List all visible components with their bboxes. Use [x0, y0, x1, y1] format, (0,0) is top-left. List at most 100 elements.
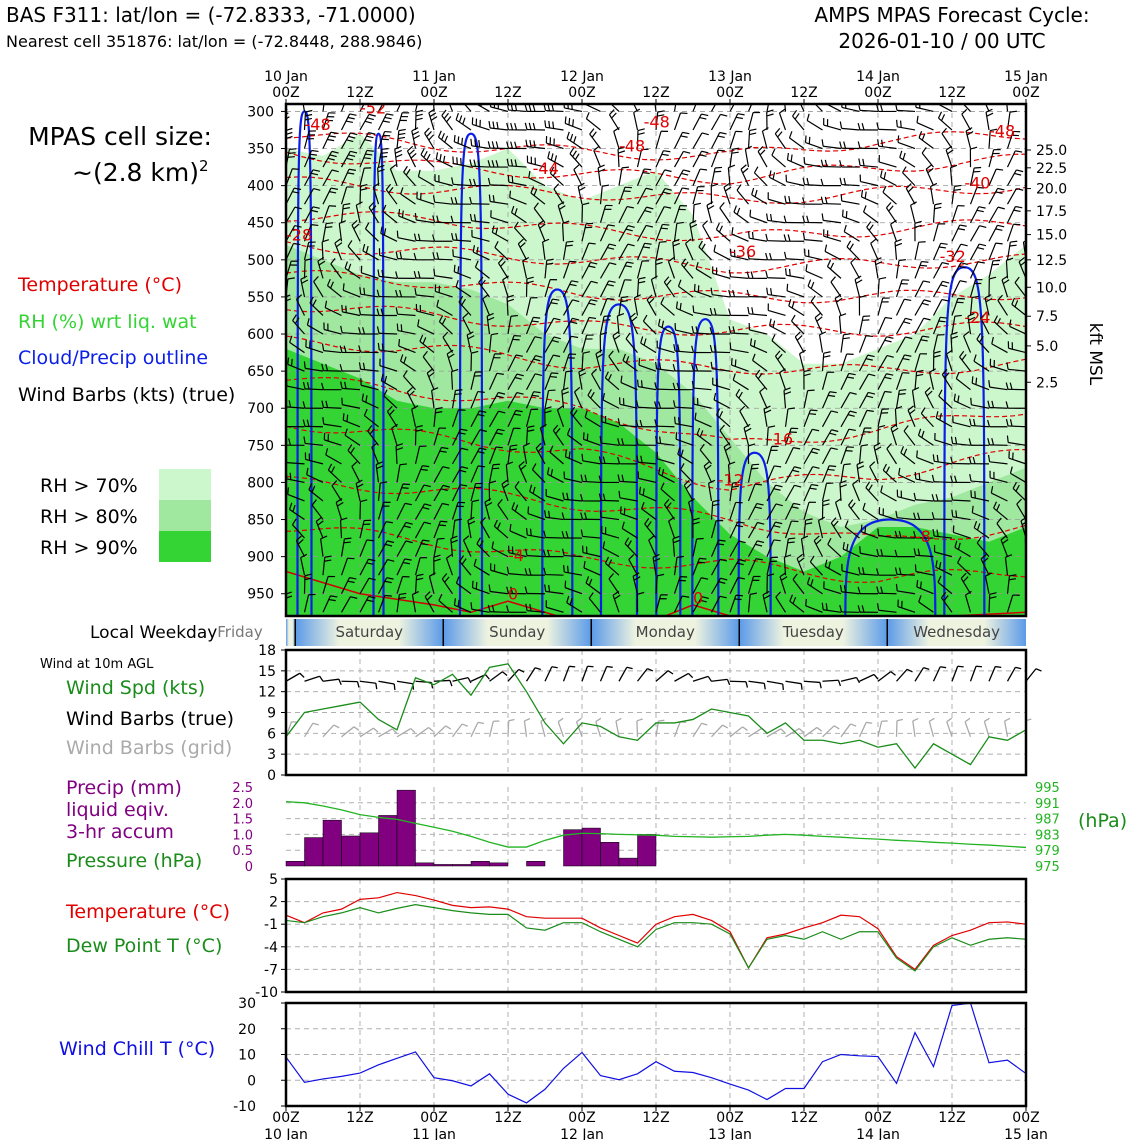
- wind-barb-flag: [997, 294, 1003, 301]
- wind-barb-staff: [762, 594, 768, 613]
- wind-barb-flag: [589, 128, 595, 135]
- wind-barb-staff: [969, 297, 973, 316]
- wind-barb-flag: [486, 312, 494, 317]
- wind-barb: [629, 312, 639, 335]
- wind-barb: [270, 457, 287, 464]
- wind-barb-staff: [713, 399, 731, 409]
- wind-barb-flag: [736, 207, 741, 215]
- wind-barb-flag: [1034, 133, 1041, 134]
- wind-barb-staff: [359, 186, 362, 205]
- wind-barb-flag: [399, 289, 403, 297]
- wind-barb-staff: [841, 570, 860, 576]
- wind-barb-flag: [779, 368, 786, 374]
- wind-barb-flag: [699, 599, 707, 603]
- wind-barb-flag: [759, 149, 766, 156]
- wind-barb-flag: [905, 336, 913, 340]
- wind-barb-flag: [271, 418, 272, 425]
- wind-barb: [799, 104, 805, 112]
- local-weekday-label: Local Weekday: [90, 623, 217, 643]
- wind-barb-flag: [376, 465, 384, 470]
- wind-barb: [898, 467, 916, 483]
- wind-barb: [951, 243, 968, 261]
- wind-barb: [525, 316, 541, 335]
- wind-barb-staff: [1008, 441, 1026, 446]
- wind-barb: [368, 201, 380, 224]
- weekday-cell: [739, 619, 888, 646]
- wind-barb-staff: [951, 205, 959, 223]
- wind-barb-flag: [805, 522, 813, 525]
- wind-barb-staff: [692, 104, 697, 112]
- wind-barb-staff: [494, 247, 509, 261]
- wind-barb: [766, 109, 774, 130]
- wind-barb: [991, 336, 1008, 354]
- wind-barb-staff: [803, 484, 812, 502]
- wind-barb-flag: [330, 466, 336, 474]
- wind-barb-flag: [289, 335, 293, 343]
- wind-barb: [585, 112, 601, 131]
- wind-barb: [358, 345, 379, 354]
- wind-barb: [488, 463, 501, 483]
- wind-barb: [805, 598, 823, 613]
- wind-barb-staff: [633, 297, 639, 316]
- wind-barb: [748, 322, 768, 335]
- wind-barb-flag: [524, 586, 528, 594]
- wind-barb-flag: [683, 261, 689, 268]
- wind-barb-staff: [359, 104, 365, 112]
- pressure-ytick-label: 979: [1035, 844, 1060, 859]
- wind-barb: [612, 331, 621, 353]
- wind-barb-staff: [769, 325, 786, 335]
- wind-barb-flag: [617, 456, 621, 464]
- wind-barb: [969, 243, 987, 261]
- surface-barb-flag: [524, 717, 531, 722]
- wind-barb-flag: [584, 512, 588, 520]
- surface-barb-staff: [766, 680, 783, 685]
- wind-barb-flag: [270, 457, 272, 464]
- wind-barb-staff: [692, 168, 701, 186]
- wind-barb: [1006, 362, 1026, 372]
- wind-barb-flag: [278, 336, 282, 342]
- wind-barb-staff: [302, 104, 306, 112]
- wind-barb-staff: [470, 501, 473, 520]
- wind-barb-flag: [876, 122, 880, 130]
- surface-barb-flag: [467, 677, 472, 684]
- wind-barb-staff: [636, 206, 648, 224]
- wind-barb: [729, 576, 745, 595]
- wind-barb: [932, 316, 948, 335]
- surface-barb-staff: [359, 727, 374, 738]
- wind-barb-flag: [676, 382, 680, 390]
- wind-barb-flag: [366, 539, 374, 542]
- wind-barb: [692, 104, 697, 112]
- wind-barb: [989, 470, 1008, 484]
- wind-barb-staff: [347, 450, 361, 465]
- wind-barb-flag: [830, 447, 838, 451]
- wind-barb-flag: [961, 354, 967, 361]
- wind-barb-flag: [646, 206, 654, 210]
- wind-barb-staff: [785, 258, 805, 261]
- wind-barb-flag: [413, 271, 417, 279]
- wind-barb-staff: [749, 237, 768, 242]
- wind-barb-flag: [644, 210, 652, 213]
- wind-barb-staff: [507, 335, 515, 353]
- wind-barb-staff: [433, 104, 435, 112]
- wind-barb: [398, 339, 416, 354]
- wind-barb-flag: [617, 438, 621, 446]
- wind-barb-flag: [300, 275, 308, 280]
- wind-barb: [549, 445, 564, 465]
- wind-barb: [638, 358, 657, 372]
- wind-barb-flag: [344, 428, 348, 436]
- wind-barb-staff: [557, 205, 565, 223]
- wind-barb: [506, 586, 527, 595]
- wind-barb: [747, 231, 768, 242]
- wind-barb-flag: [826, 259, 832, 267]
- wind-barb-flag: [637, 132, 645, 136]
- wind-barb-flag: [934, 202, 942, 206]
- wind-barb-flag: [369, 428, 375, 435]
- wind-barb-staff: [509, 530, 527, 539]
- wind-barb-flag: [655, 361, 658, 369]
- wind-barb: [525, 354, 543, 372]
- wind-barb-flag: [681, 258, 687, 265]
- wind-barb-flag: [739, 405, 746, 412]
- wind-barb: [359, 577, 376, 595]
- wind-barb-flag: [309, 153, 317, 156]
- pressure-unit-label: (hPa): [1078, 810, 1127, 832]
